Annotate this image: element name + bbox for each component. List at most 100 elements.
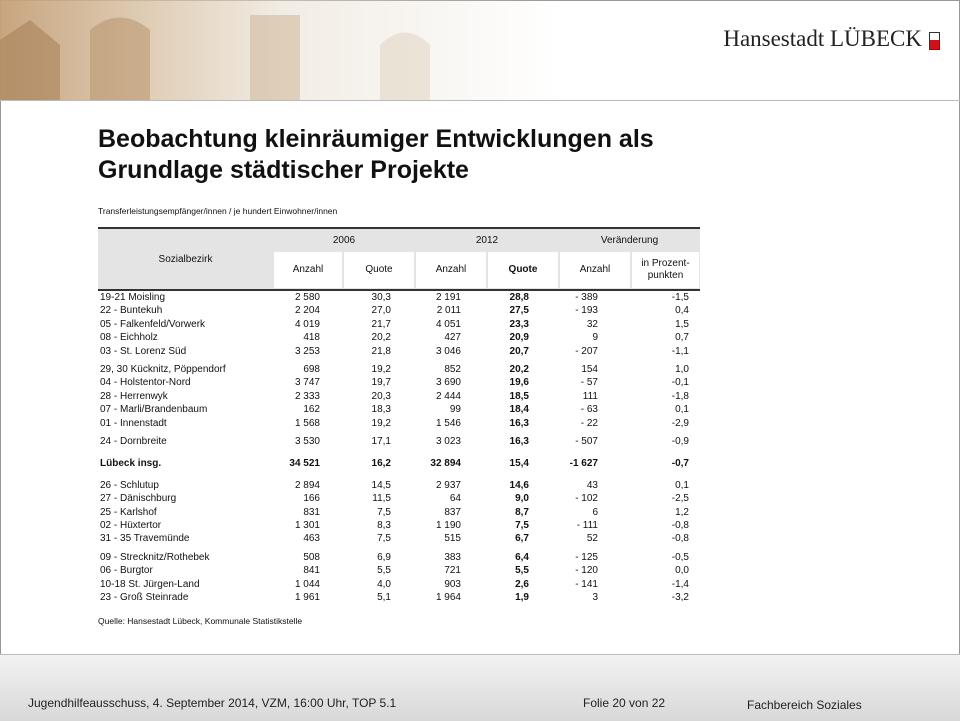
row-label: 07 - Marli/Brandenbaum <box>100 404 208 416</box>
table-cell: 515 <box>444 533 461 545</box>
table-cell: 1 568 <box>294 417 320 429</box>
header-cell: Veränderung <box>560 230 699 250</box>
row-label: 22 - Buntekuh <box>100 305 163 317</box>
table-cell: 16,3 <box>509 417 529 429</box>
table-cell: 21,8 <box>371 345 391 357</box>
table-cell: -0,8 <box>671 533 689 545</box>
header-bottom-rule <box>98 289 700 291</box>
table-cell: - 102 <box>575 493 598 505</box>
table-cell: 43 <box>586 479 598 491</box>
table-cell: 154 <box>581 364 598 375</box>
table-cell: - 22 <box>580 417 598 429</box>
table-cell: 18,5 <box>509 390 529 402</box>
table-cell: 1 546 <box>435 417 461 429</box>
table-cell: 21,7 <box>371 318 391 330</box>
table-cell: 27,0 <box>371 305 391 317</box>
table-cell: 418 <box>303 332 320 344</box>
row-label: 08 - Eichholz <box>100 332 158 344</box>
row-label: 29, 30 Kücknitz, Pöppendorf <box>100 364 226 375</box>
table-cell: 2 894 <box>294 479 320 491</box>
table-cell: 20,3 <box>371 390 391 402</box>
table-cell: 4,0 <box>377 578 391 590</box>
row-label: 19-21 Moisling <box>100 292 166 303</box>
table-cell: 20,7 <box>509 345 529 357</box>
table-cell: - 111 <box>576 520 598 531</box>
table-cell: 4 019 <box>294 318 320 330</box>
table-cell: -0,5 <box>671 551 689 563</box>
table-cell: 3 023 <box>435 436 461 447</box>
table-cell: 7,5 <box>515 520 529 531</box>
table-cell: 2 191 <box>435 292 461 303</box>
table-cell: 18,4 <box>509 404 529 416</box>
table-cell: -2,5 <box>671 493 689 505</box>
table-cell: 18,3 <box>371 404 391 416</box>
table-cell: 1,2 <box>675 506 689 518</box>
table-cell: 14,6 <box>509 479 529 491</box>
row-label: 27 - Dänischburg <box>100 493 177 505</box>
table-cell: -0,8 <box>671 520 689 531</box>
footer-right: Fachbereich Soziales <box>747 698 862 712</box>
table-cell: 111 <box>582 390 598 402</box>
header-cell: Anzahl <box>560 252 630 288</box>
table-cell: 5,5 <box>377 565 391 577</box>
subtitle: Transferleistungsempfänger/innen / je hu… <box>98 206 338 216</box>
table-cell: 166 <box>303 493 320 505</box>
table-cell: 5,1 <box>377 592 391 603</box>
table-cell: -1,8 <box>671 390 689 402</box>
table-cell: 1,9 <box>515 592 529 603</box>
table-cell: 6 <box>592 506 598 518</box>
header-top-rule <box>98 227 700 229</box>
header-cell: Quote <box>488 252 558 288</box>
table-cell: 508 <box>303 551 320 563</box>
source: Quelle: Hansestadt Lübeck, Kommunale Sta… <box>98 616 303 626</box>
table-cell: 3 <box>592 592 598 603</box>
table-cell: 19,7 <box>371 377 391 389</box>
table-cell: -1,1 <box>671 345 689 357</box>
table-cell: 6,7 <box>515 533 529 545</box>
table-cell: 841 <box>303 565 320 577</box>
table-cell: 32 <box>586 318 598 330</box>
table-cell: - 125 <box>575 551 598 563</box>
row-label: 05 - Falkenfeld/Vorwerk <box>100 318 206 330</box>
table-cell: - 207 <box>575 345 598 357</box>
table-cell: 0,1 <box>675 479 689 491</box>
footer-left: Jugendhilfeausschuss, 4. September 2014,… <box>28 696 397 710</box>
table-cell: 2 937 <box>435 479 461 491</box>
footer-center: Folie 20 von 22 <box>583 696 666 710</box>
table-cell: -0,7 <box>671 457 689 469</box>
table-cell: 19,2 <box>371 364 391 375</box>
logo-icon <box>929 32 940 50</box>
table-cell: 14,5 <box>371 479 391 491</box>
table-cell: 15,4 <box>509 457 529 469</box>
table-cell: - 57 <box>580 377 598 389</box>
table-cell: 4 051 <box>435 318 461 330</box>
table-cell: 20,9 <box>509 332 529 344</box>
table-cell: - 193 <box>575 305 598 317</box>
title: Beobachtung kleinräumiger Entwicklungen … <box>98 125 654 184</box>
table-cell: -2,9 <box>671 417 689 429</box>
table-cell: 0,4 <box>675 305 689 317</box>
header-cell: in Prozent- punkten <box>632 252 699 288</box>
table-cell: 52 <box>586 533 598 545</box>
row-label: 24 - Dornbreite <box>100 436 167 447</box>
table-cell: 27,5 <box>509 305 529 317</box>
footer <box>0 654 960 721</box>
table-cell: 64 <box>449 493 461 505</box>
header-rule <box>0 100 960 101</box>
table-cell: 3 690 <box>435 377 461 389</box>
table-cell: 2 580 <box>294 292 320 303</box>
table-cell: 903 <box>444 578 461 590</box>
row-label: 06 - Burgtor <box>100 565 153 577</box>
table-cell: 9 <box>592 332 598 344</box>
table-cell: 99 <box>449 404 461 416</box>
table-cell: 1 301 <box>294 520 320 531</box>
table-cell: -1,4 <box>671 578 689 590</box>
row-label: 25 - Karlshof <box>100 506 157 518</box>
table-cell: 9,0 <box>515 493 529 505</box>
table-cell: 0,7 <box>675 332 689 344</box>
table-cell: 6,4 <box>515 551 529 563</box>
header-cell: 2006 <box>274 230 414 250</box>
table-cell: -0,1 <box>671 377 689 389</box>
table-cell: 0,0 <box>675 565 689 577</box>
header-cell: Anzahl <box>274 252 342 288</box>
